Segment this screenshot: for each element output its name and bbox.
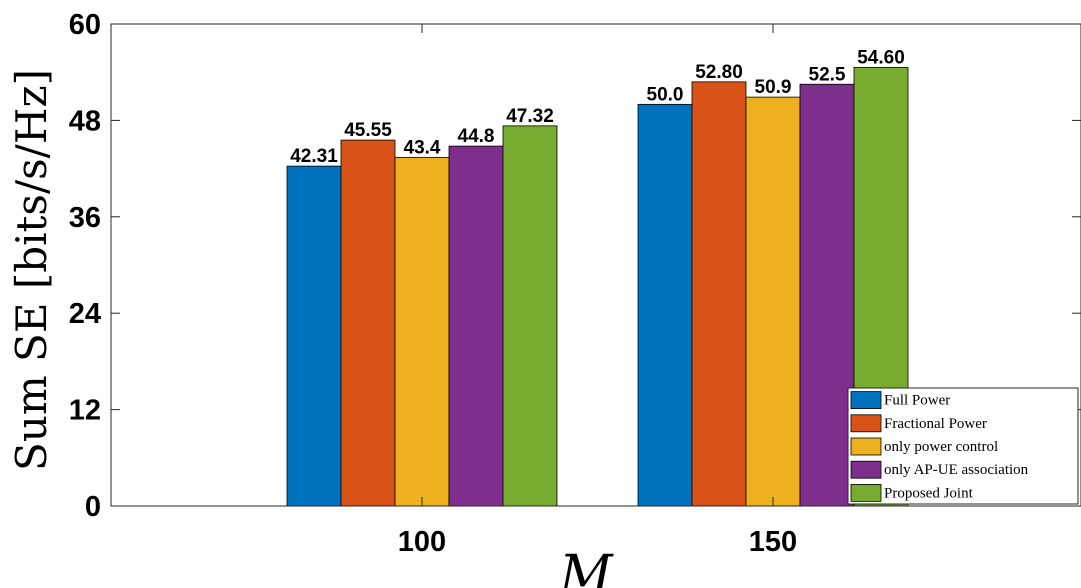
legend-label: Full Power <box>884 393 950 409</box>
y-tick-label: 12 <box>69 395 101 427</box>
legend-label: Proposed Joint <box>884 485 974 501</box>
x-axis-title: M <box>558 545 614 588</box>
data-label: 47.32 <box>506 106 554 127</box>
bar-only-power-control-100 <box>394 156 450 507</box>
bar-only-ap-ue-association-150 <box>799 83 855 507</box>
legend-box <box>847 387 1079 505</box>
legend: Full Power Fractional Power only power con… <box>847 387 1079 505</box>
data-label: 50.0 <box>647 84 684 105</box>
data-label: 50.9 <box>755 77 792 98</box>
y-axis-title: Sum SE [bits/s/Hz] <box>7 69 56 471</box>
data-label: 54.60 <box>857 47 905 68</box>
legend-swatch <box>850 437 882 456</box>
legend-label: only AP-UE association <box>884 462 1029 478</box>
data-labels-group: 42.31 50.0 45.55 52.80 43.4 50.9 44.8 52.5 47.32… <box>290 47 905 167</box>
bar-full-power-150 <box>637 103 693 507</box>
y-tick-label: 60 <box>69 9 101 41</box>
data-label: 44.8 <box>458 126 495 147</box>
legend-swatch <box>850 460 882 479</box>
data-label: 52.5 <box>809 64 846 85</box>
data-label: 42.31 <box>290 146 338 167</box>
y-tick-label: 24 <box>69 298 101 330</box>
bar-only-power-control-150 <box>745 96 801 507</box>
bar-proposed-joint-100 <box>502 125 558 507</box>
y-tick-label: 48 <box>69 105 101 137</box>
bar-fractional-power-150 <box>691 81 747 507</box>
legend-swatch <box>850 483 882 502</box>
data-label: 43.4 <box>404 137 441 158</box>
axis-ticks-group: 0 12 24 36 48 60 100 150 <box>69 9 1081 558</box>
plot-area-frame <box>110 23 1081 507</box>
x-tick-label: 150 <box>749 526 797 558</box>
data-label: 52.80 <box>695 62 743 83</box>
bar-full-power-100 <box>286 165 342 507</box>
bar-only-ap-ue-association-100 <box>448 145 504 507</box>
x-tick-label: 100 <box>398 526 446 558</box>
y-tick-label: 36 <box>69 202 101 234</box>
legend-swatch <box>850 391 882 410</box>
legend-label: Fractional Power <box>884 416 987 432</box>
data-label: 45.55 <box>344 120 392 141</box>
legend-label: only power control <box>884 439 998 455</box>
legend-swatch <box>850 414 882 433</box>
y-tick-label: 0 <box>85 491 101 523</box>
bar-fractional-power-100 <box>340 139 396 507</box>
